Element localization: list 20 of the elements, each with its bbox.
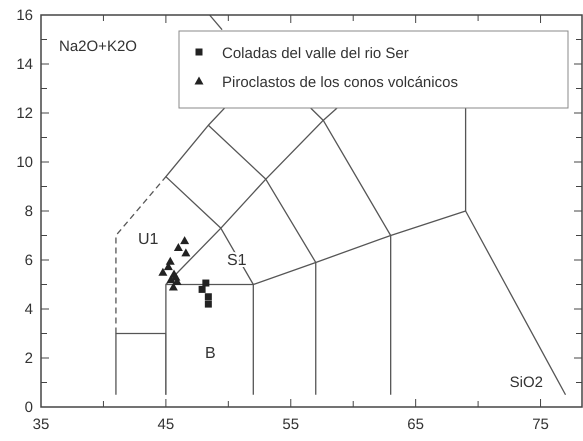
y-tick-label: 8 — [24, 203, 33, 220]
y-axis-title: Na2O+K2O — [59, 38, 137, 55]
x-tick-label: 45 — [158, 416, 174, 433]
legend-label: Piroclastos de los conos volcánicos — [222, 74, 458, 91]
y-tick-label: 6 — [24, 252, 33, 269]
annotation: B — [205, 345, 216, 362]
y-tick-label: 0 — [24, 399, 33, 416]
y-tick-label: 10 — [16, 154, 33, 171]
x-tick-label: 65 — [407, 416, 424, 433]
y-tick-label: 16 — [16, 7, 33, 24]
x-tick-label: 55 — [282, 416, 300, 433]
legend-label: Coladas del valle del rio Ser — [222, 45, 409, 62]
x-axis-title: SiO2 — [510, 374, 543, 391]
y-tick-label: 12 — [16, 105, 33, 122]
y-tick-label: 4 — [24, 301, 33, 318]
y-tick-label: 14 — [16, 56, 33, 73]
y-tick-label: 2 — [24, 350, 33, 367]
annotation: U1 — [138, 231, 159, 248]
x-tick-label: 75 — [532, 416, 549, 433]
x-tick-label: 35 — [32, 416, 50, 433]
